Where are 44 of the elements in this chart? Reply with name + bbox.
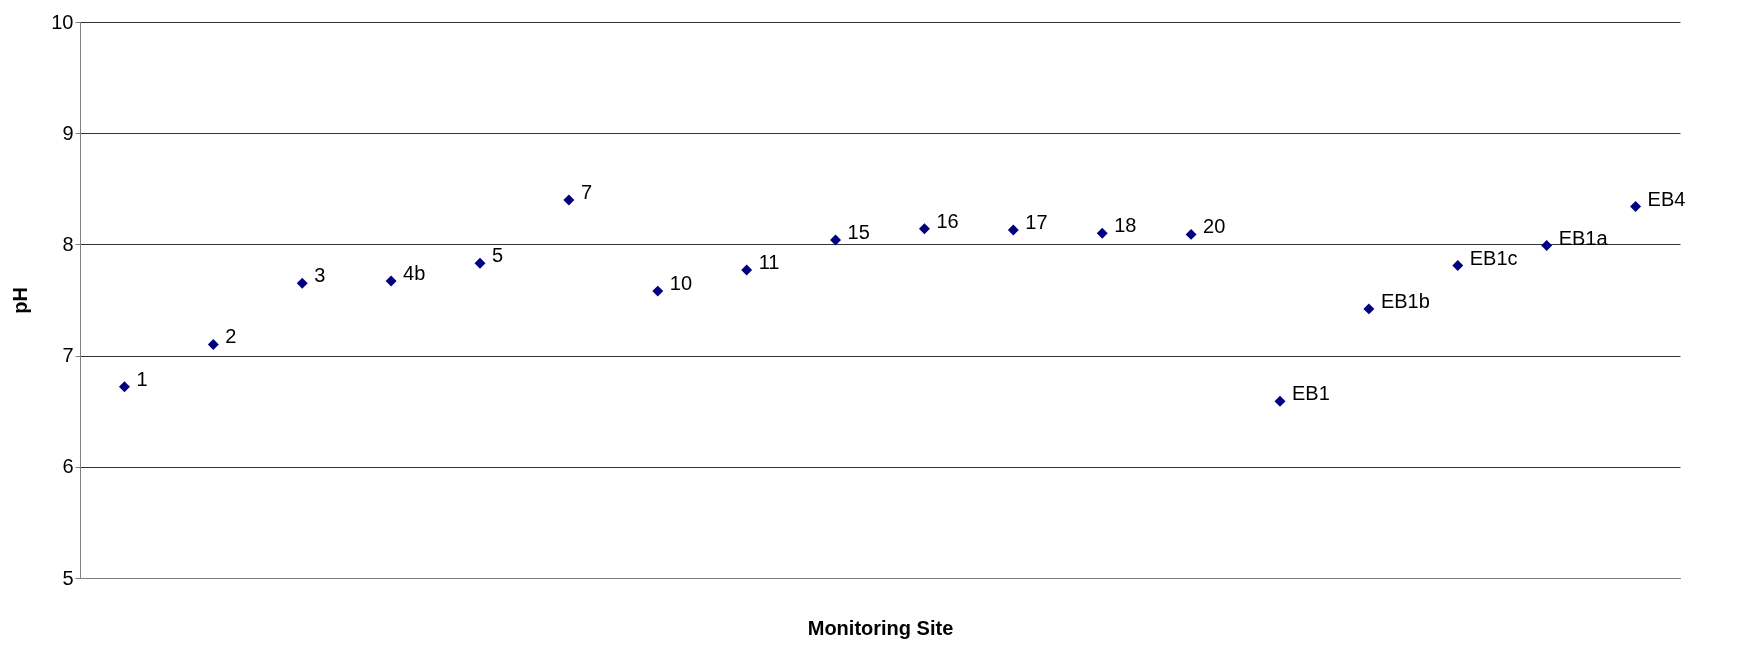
series-label: 4b bbox=[403, 262, 426, 285]
series-label: EB1 bbox=[1292, 382, 1330, 405]
series-label: EB1b bbox=[1380, 289, 1430, 312]
y-tick-label: 5 bbox=[62, 566, 74, 589]
series-label: 7 bbox=[580, 180, 593, 203]
series-label: 2 bbox=[225, 325, 237, 348]
point bbox=[474, 257, 486, 269]
point bbox=[741, 264, 753, 276]
point bbox=[1630, 201, 1642, 213]
y-tick-label: 7 bbox=[62, 344, 74, 367]
point bbox=[385, 275, 397, 287]
point bbox=[207, 339, 219, 350]
point bbox=[1541, 240, 1553, 251]
point bbox=[1096, 227, 1108, 239]
series-label: 15 bbox=[847, 220, 870, 243]
series-label: 5 bbox=[492, 244, 504, 267]
y-axis-title: pH bbox=[9, 287, 32, 314]
point bbox=[1274, 395, 1286, 407]
point bbox=[918, 223, 930, 235]
point bbox=[118, 381, 130, 393]
series-label: 11 bbox=[758, 250, 780, 273]
y-tick-label: 6 bbox=[62, 455, 74, 478]
series-label: 3 bbox=[314, 264, 326, 287]
series-label: EB1c bbox=[1469, 246, 1518, 269]
point bbox=[652, 285, 664, 297]
series-label: 1 bbox=[136, 367, 148, 390]
point bbox=[1363, 303, 1375, 315]
series-label: EB1a bbox=[1558, 226, 1609, 249]
point bbox=[296, 277, 308, 289]
series-label: 18 bbox=[1114, 214, 1137, 237]
point bbox=[1185, 228, 1197, 240]
series-label: 17 bbox=[1025, 210, 1048, 233]
series-label: 20 bbox=[1203, 215, 1226, 238]
point bbox=[563, 194, 575, 206]
x-axis-title: Monitoring Site bbox=[807, 616, 954, 639]
y-tick-label: 8 bbox=[62, 232, 74, 255]
series-label: 16 bbox=[936, 209, 959, 232]
point bbox=[830, 234, 842, 246]
y-tick-label: 9 bbox=[62, 121, 74, 144]
series-label: EB4 bbox=[1647, 187, 1686, 210]
point bbox=[1452, 260, 1464, 271]
y-tick-label: 10 bbox=[51, 10, 74, 33]
point bbox=[1007, 224, 1019, 236]
series-label: 10 bbox=[669, 272, 693, 295]
